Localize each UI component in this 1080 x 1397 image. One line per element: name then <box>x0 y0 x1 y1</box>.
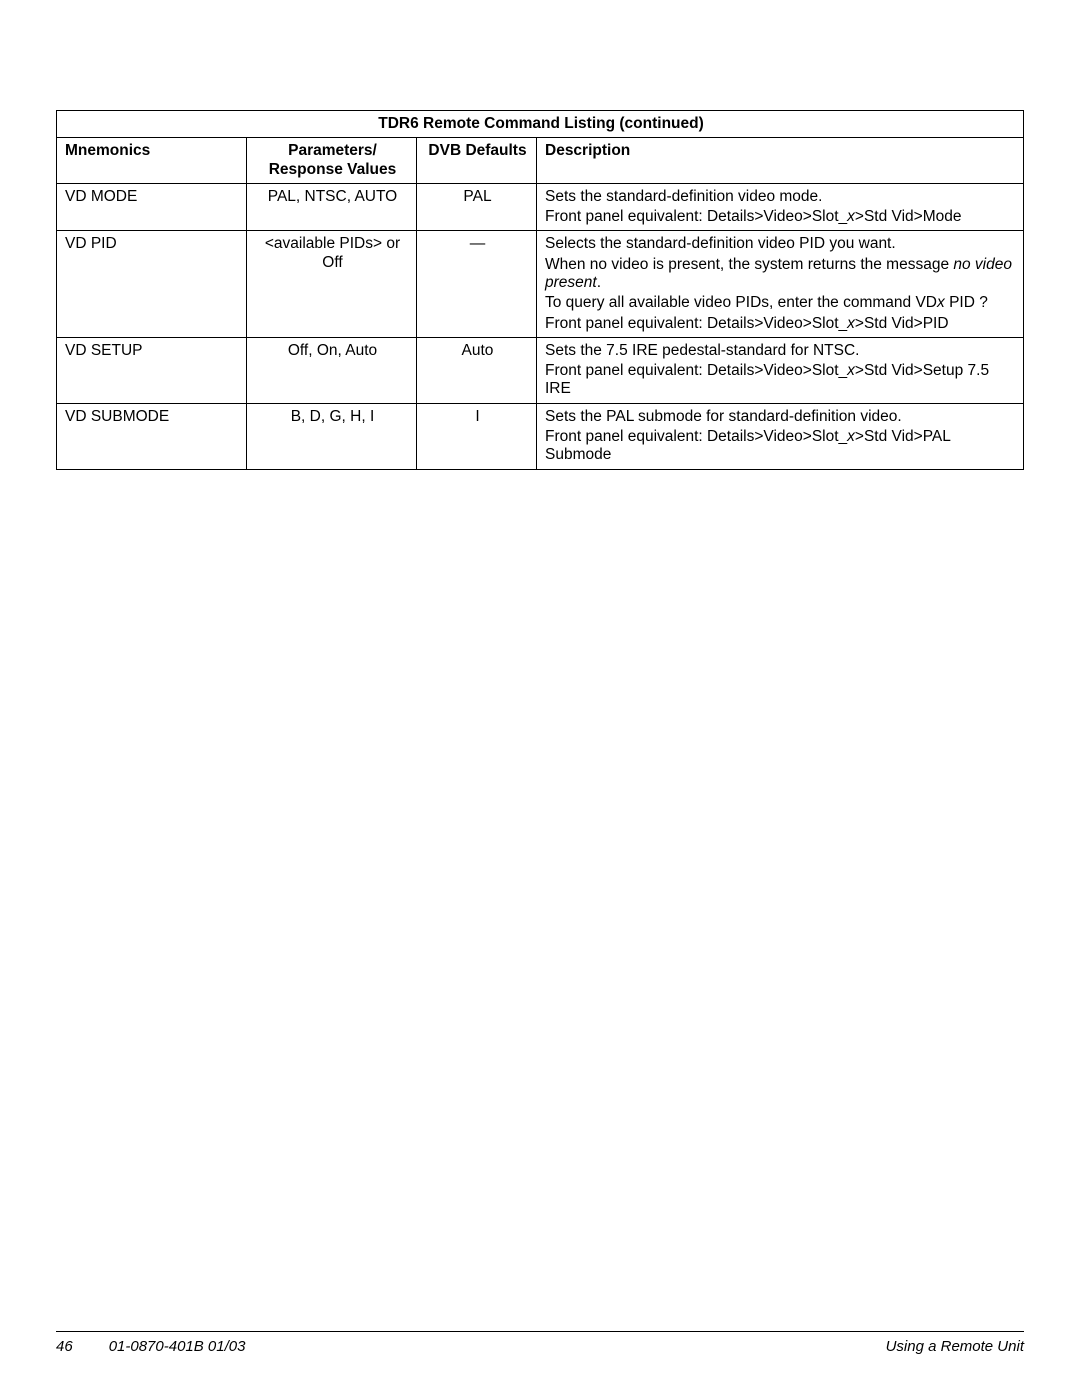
cell-params: PAL, NTSC, AUTO <box>247 183 417 231</box>
cell-default: Auto <box>417 337 537 403</box>
desc-text: To query all available video PIDs, enter… <box>545 294 937 311</box>
header-parameters-line2: Response Values <box>269 161 397 178</box>
desc-var: x <box>847 315 855 332</box>
desc-line: Sets the 7.5 IRE pedestal-standard for N… <box>545 342 1017 360</box>
header-description: Description <box>537 138 1024 184</box>
cell-description: Sets the standard-definition video mode.… <box>537 183 1024 231</box>
cell-default: PAL <box>417 183 537 231</box>
cell-default: — <box>417 231 537 337</box>
desc-line: Front panel equivalent: Details>Video>Sl… <box>545 428 1017 465</box>
table-row: VD MODE PAL, NTSC, AUTO PAL Sets the sta… <box>57 183 1024 231</box>
table-row: VD PID <available PIDs> or Off — Selects… <box>57 231 1024 337</box>
table-header-row: Mnemonics Parameters/ Response Values DV… <box>57 138 1024 184</box>
header-parameters-line1: Parameters/ <box>288 142 377 159</box>
desc-text: . <box>597 274 601 291</box>
section-title: Using a Remote Unit <box>886 1338 1024 1355</box>
cell-mnemonic: VD SUBMODE <box>57 403 247 469</box>
desc-text: Front panel equivalent: Details>Video>Sl… <box>545 208 847 225</box>
desc-line: Sets the PAL submode for standard-defini… <box>545 408 1017 426</box>
header-defaults: DVB Defaults <box>417 138 537 184</box>
desc-var: x <box>847 208 855 225</box>
desc-text: PID ? <box>945 294 988 311</box>
table-title-row: TDR6 Remote Command Listing (continued) <box>57 111 1024 138</box>
table-row: VD SUBMODE B, D, G, H, I I Sets the PAL … <box>57 403 1024 469</box>
cell-description: Sets the 7.5 IRE pedestal-standard for N… <box>537 337 1024 403</box>
desc-var: x <box>847 362 855 379</box>
header-parameters: Parameters/ Response Values <box>247 138 417 184</box>
table-row: VD SETUP Off, On, Auto Auto Sets the 7.5… <box>57 337 1024 403</box>
footer-left: 46 01-0870-401B 01/03 <box>56 1338 245 1355</box>
desc-text: Front panel equivalent: Details>Video>Sl… <box>545 315 847 332</box>
desc-line: Sets the standard-definition video mode. <box>545 188 1017 206</box>
desc-line: Front panel equivalent: Details>Video>Sl… <box>545 208 1017 226</box>
cell-params: <available PIDs> or Off <box>247 231 417 337</box>
desc-text: Front panel equivalent: Details>Video>Sl… <box>545 428 847 445</box>
command-table: TDR6 Remote Command Listing (continued) … <box>56 110 1024 470</box>
desc-line: Front panel equivalent: Details>Video>Sl… <box>545 362 1017 399</box>
desc-var: x <box>937 294 945 311</box>
cell-description: Selects the standard-definition video PI… <box>537 231 1024 337</box>
doc-number: 01-0870-401B 01/03 <box>109 1338 246 1355</box>
desc-line: When no video is present, the system ret… <box>545 256 1017 293</box>
desc-text: Front panel equivalent: Details>Video>Sl… <box>545 362 847 379</box>
desc-var: x <box>847 428 855 445</box>
cell-mnemonic: VD PID <box>57 231 247 337</box>
header-mnemonics: Mnemonics <box>57 138 247 184</box>
document-page: TDR6 Remote Command Listing (continued) … <box>0 0 1080 1397</box>
desc-text: >Std Vid>Mode <box>855 208 962 225</box>
cell-mnemonic: VD MODE <box>57 183 247 231</box>
cell-mnemonic: VD SETUP <box>57 337 247 403</box>
table-title: TDR6 Remote Command Listing (continued) <box>57 111 1024 138</box>
cell-default: I <box>417 403 537 469</box>
cell-params: B, D, G, H, I <box>247 403 417 469</box>
desc-text: When no video is present, the system ret… <box>545 256 953 273</box>
page-footer: 46 01-0870-401B 01/03 Using a Remote Uni… <box>56 1331 1024 1355</box>
page-number: 46 <box>56 1338 73 1355</box>
desc-text: >Std Vid>PID <box>855 315 949 332</box>
desc-line: Selects the standard-definition video PI… <box>545 235 1017 253</box>
desc-line: To query all available video PIDs, enter… <box>545 294 1017 312</box>
desc-line: Front panel equivalent: Details>Video>Sl… <box>545 315 1017 333</box>
cell-params: Off, On, Auto <box>247 337 417 403</box>
cell-description: Sets the PAL submode for standard-defini… <box>537 403 1024 469</box>
